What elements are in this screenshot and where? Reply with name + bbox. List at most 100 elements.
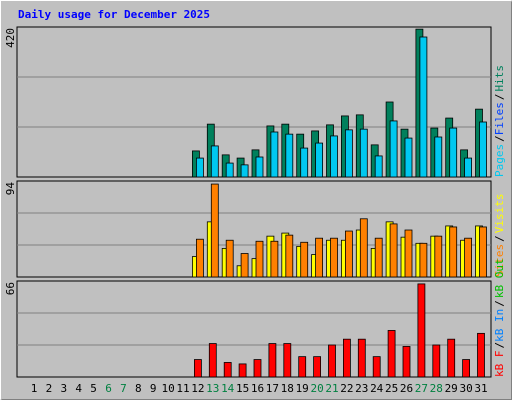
x-tick-label: 10 xyxy=(161,382,174,395)
bar xyxy=(298,356,307,378)
bar xyxy=(357,338,366,378)
bar xyxy=(208,343,217,378)
x-tick-label: 29 xyxy=(445,382,458,395)
bar xyxy=(434,136,443,178)
bar xyxy=(255,240,264,278)
legend-separator: / xyxy=(493,235,506,242)
legend-separator: / xyxy=(493,342,506,349)
y-tick-label: 66 xyxy=(4,282,17,295)
x-tick-label: 25 xyxy=(385,382,398,395)
bar xyxy=(344,230,353,278)
legend: Sites /Visits xyxy=(493,194,506,278)
bar xyxy=(359,128,368,178)
legend: kB F/kB In/kB Out xyxy=(493,258,506,377)
bar xyxy=(464,157,473,178)
bar xyxy=(210,145,219,178)
bar xyxy=(344,129,353,178)
bar xyxy=(417,283,426,378)
x-tick-label: 26 xyxy=(400,382,413,395)
bar xyxy=(404,137,413,178)
bar xyxy=(225,162,234,178)
bar xyxy=(285,234,294,278)
x-tick-label: 7 xyxy=(120,382,127,395)
bar xyxy=(223,362,232,378)
bar xyxy=(300,241,309,278)
bar xyxy=(419,242,428,278)
legend-entry: kB Out xyxy=(493,258,506,298)
legend-entry: kB In xyxy=(493,309,506,342)
legend-separator: / xyxy=(493,300,506,307)
x-tick-label: 6 xyxy=(105,382,112,395)
bar xyxy=(479,121,487,178)
bar xyxy=(240,164,249,178)
x-tick-label: 1 xyxy=(31,382,38,395)
legend-entry: Pages xyxy=(493,144,506,177)
bar xyxy=(195,157,204,178)
bar xyxy=(434,235,443,278)
bar xyxy=(313,356,322,378)
y-tick-label: 94 xyxy=(4,182,17,196)
bar xyxy=(342,338,351,378)
bar xyxy=(372,356,381,378)
bar xyxy=(462,359,471,378)
bar xyxy=(253,359,262,378)
bar xyxy=(477,332,485,378)
bar xyxy=(315,237,324,278)
x-tick-label: 12 xyxy=(191,382,204,395)
bar xyxy=(195,238,204,278)
bar xyxy=(285,133,294,178)
x-tick-label: 9 xyxy=(150,382,157,395)
bar xyxy=(283,343,292,378)
bar xyxy=(404,229,413,278)
x-tick-label: 30 xyxy=(459,382,472,395)
x-tick-label: 21 xyxy=(325,382,338,395)
legend-entry: Files xyxy=(493,102,506,135)
bar xyxy=(193,359,202,378)
x-tick-label: 15 xyxy=(236,382,249,395)
bar xyxy=(270,240,279,278)
x-tick-label: 8 xyxy=(135,382,142,395)
legend-separator: / xyxy=(493,94,506,101)
bar xyxy=(330,135,338,178)
x-tick-label: 4 xyxy=(75,382,82,395)
bar xyxy=(255,156,264,178)
bar xyxy=(359,218,368,278)
bar xyxy=(464,237,473,278)
bar xyxy=(449,127,458,178)
x-tick-label: 5 xyxy=(90,382,97,395)
x-tick-label: 13 xyxy=(206,382,219,395)
chart-title: Daily usage for December 2025 xyxy=(18,8,210,21)
bar xyxy=(479,226,487,278)
x-tick-label: 3 xyxy=(60,382,67,395)
x-tick-label: 31 xyxy=(474,382,487,395)
legend-separator: / xyxy=(493,135,506,142)
bar xyxy=(447,338,456,378)
bar xyxy=(374,155,383,178)
legend-entry: Visits xyxy=(493,194,506,234)
legend-entry: Sites xyxy=(493,244,506,277)
x-tick-label: 17 xyxy=(266,382,279,395)
bar xyxy=(374,237,383,278)
bar xyxy=(389,223,398,278)
bar xyxy=(330,237,338,278)
legend-entry: Hits xyxy=(493,65,506,92)
x-tick-label: 18 xyxy=(281,382,294,395)
legend: Pages /Files/ Hits xyxy=(493,65,506,177)
bar xyxy=(225,239,234,278)
bar xyxy=(419,36,428,178)
bar xyxy=(210,183,219,278)
legend-entry: kB F xyxy=(493,351,506,378)
x-tick-label: 2 xyxy=(46,382,53,395)
bar xyxy=(270,131,279,178)
bar xyxy=(328,344,336,378)
x-tick-label: 14 xyxy=(221,382,235,395)
bar xyxy=(238,363,247,378)
bar xyxy=(449,226,458,278)
bar xyxy=(389,120,398,178)
x-tick-label: 23 xyxy=(355,382,368,395)
x-tick-label: 28 xyxy=(430,382,443,395)
bar xyxy=(300,147,309,178)
